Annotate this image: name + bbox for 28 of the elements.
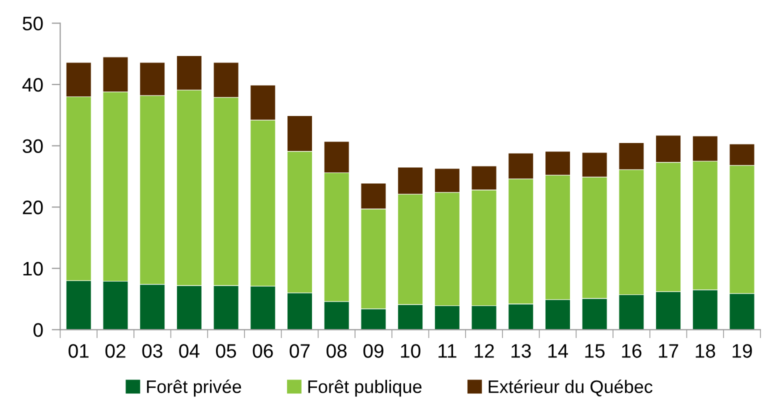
legend-label: Forêt privée — [147, 380, 242, 397]
x-tick-label: 12 — [474, 344, 494, 358]
x-tick-label: 09 — [363, 344, 384, 358]
y-tick-label: 20 — [22, 200, 43, 214]
y-tick-label: 10 — [23, 262, 43, 276]
x-tick-label: 01 — [68, 344, 89, 358]
x-tick-label: 14 — [548, 344, 568, 358]
x-tick-label: 04 — [179, 344, 200, 358]
legend-label: Forêt publique — [308, 380, 422, 397]
y-tick-label: 50 — [22, 16, 43, 30]
x-tick-label: 18 — [696, 344, 716, 358]
x-tick-label: 11 — [438, 344, 456, 358]
x-tick-label: 13 — [512, 344, 531, 358]
y-tick-label: 0 — [33, 323, 43, 337]
x-tick-label: 15 — [585, 344, 605, 358]
y-tick-label: 40 — [22, 78, 43, 92]
x-tick-label: 06 — [252, 344, 273, 358]
legend-label: Extérieur du Québec — [488, 380, 652, 396]
x-tick-label: 16 — [622, 344, 642, 358]
y-tick-label: 30 — [22, 139, 43, 154]
x-tick-label: 05 — [216, 344, 236, 358]
x-tick-label: 03 — [142, 344, 162, 358]
x-tick-label: 19 — [732, 344, 752, 358]
x-tick-label: 17 — [658, 344, 678, 358]
x-tick-label: 07 — [290, 344, 310, 358]
x-tick-label: 02 — [105, 344, 126, 358]
x-tick-label: 08 — [326, 344, 347, 358]
x-tick-label: 10 — [400, 344, 420, 358]
